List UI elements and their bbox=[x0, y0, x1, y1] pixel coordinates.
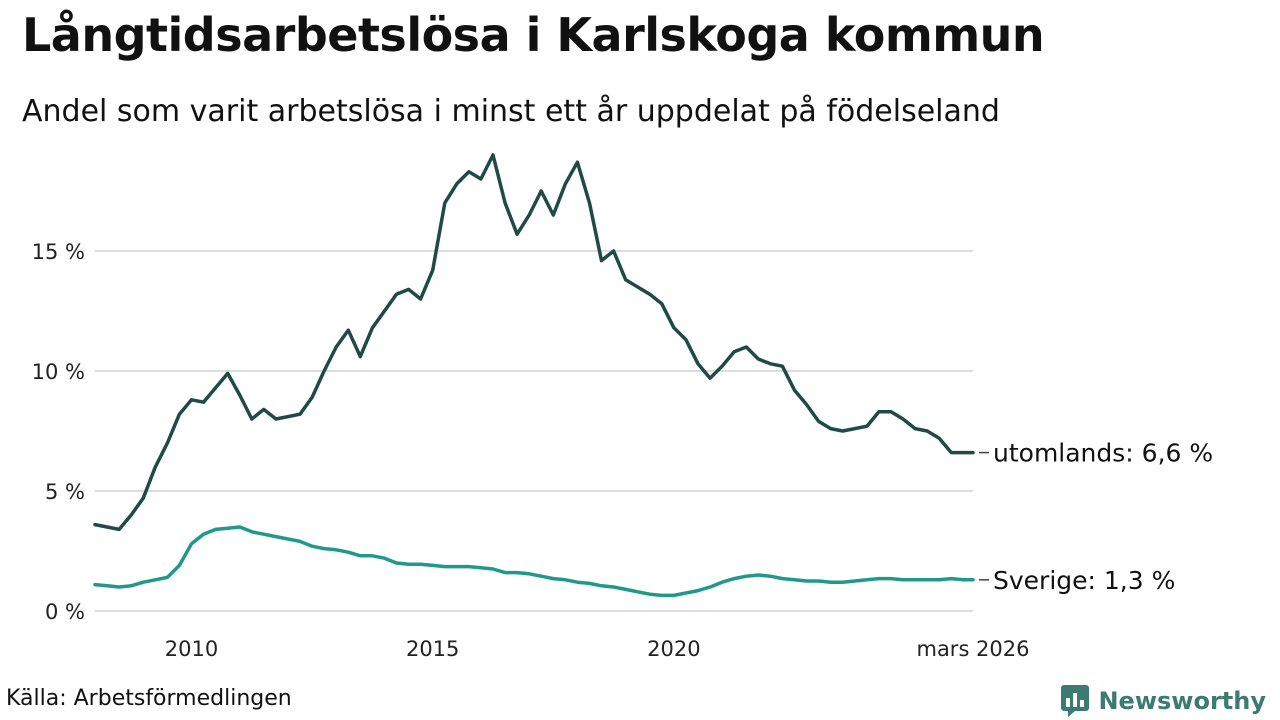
end-labels: utomlands: 6,6 % Sverige: 1,3 % bbox=[979, 439, 1213, 595]
y-tick-label: 5 % bbox=[45, 480, 85, 504]
brand-logo: Newsworthy bbox=[1060, 684, 1266, 718]
y-tick-label: 15 % bbox=[32, 240, 85, 264]
y-tick-label: 10 % bbox=[32, 360, 85, 384]
series-layer bbox=[93, 153, 975, 598]
x-tick-label: 2010 bbox=[165, 637, 218, 661]
chart-title: Långtidsarbetslösa i Karlskoga kommun bbox=[22, 8, 1045, 62]
x-tick-label: 2015 bbox=[406, 637, 459, 661]
x-tick-label: 2020 bbox=[647, 637, 700, 661]
source-note: Källa: Arbetsförmedlingen bbox=[6, 686, 292, 711]
end-label-utomlands: utomlands: 6,6 % bbox=[993, 439, 1213, 468]
newsworthy-logo-icon bbox=[1061, 685, 1090, 717]
series-line-sverige bbox=[93, 525, 975, 598]
chart-subtitle: Andel som varit arbetslösa i minst ett å… bbox=[22, 94, 1000, 129]
y-axis-ticks: 0 % 5 % 10 % 15 % bbox=[32, 240, 85, 624]
grid-layer bbox=[95, 250, 973, 612]
x-axis-ticks: 2010 2015 2020 mars 2026 bbox=[165, 637, 1030, 661]
series-line-utomlands bbox=[93, 153, 975, 532]
y-tick-label: 0 % bbox=[45, 600, 85, 624]
end-label-sverige: Sverige: 1,3 % bbox=[993, 566, 1175, 595]
x-tick-label: mars 2026 bbox=[916, 637, 1029, 661]
brand-name: Newsworthy bbox=[1098, 687, 1266, 715]
